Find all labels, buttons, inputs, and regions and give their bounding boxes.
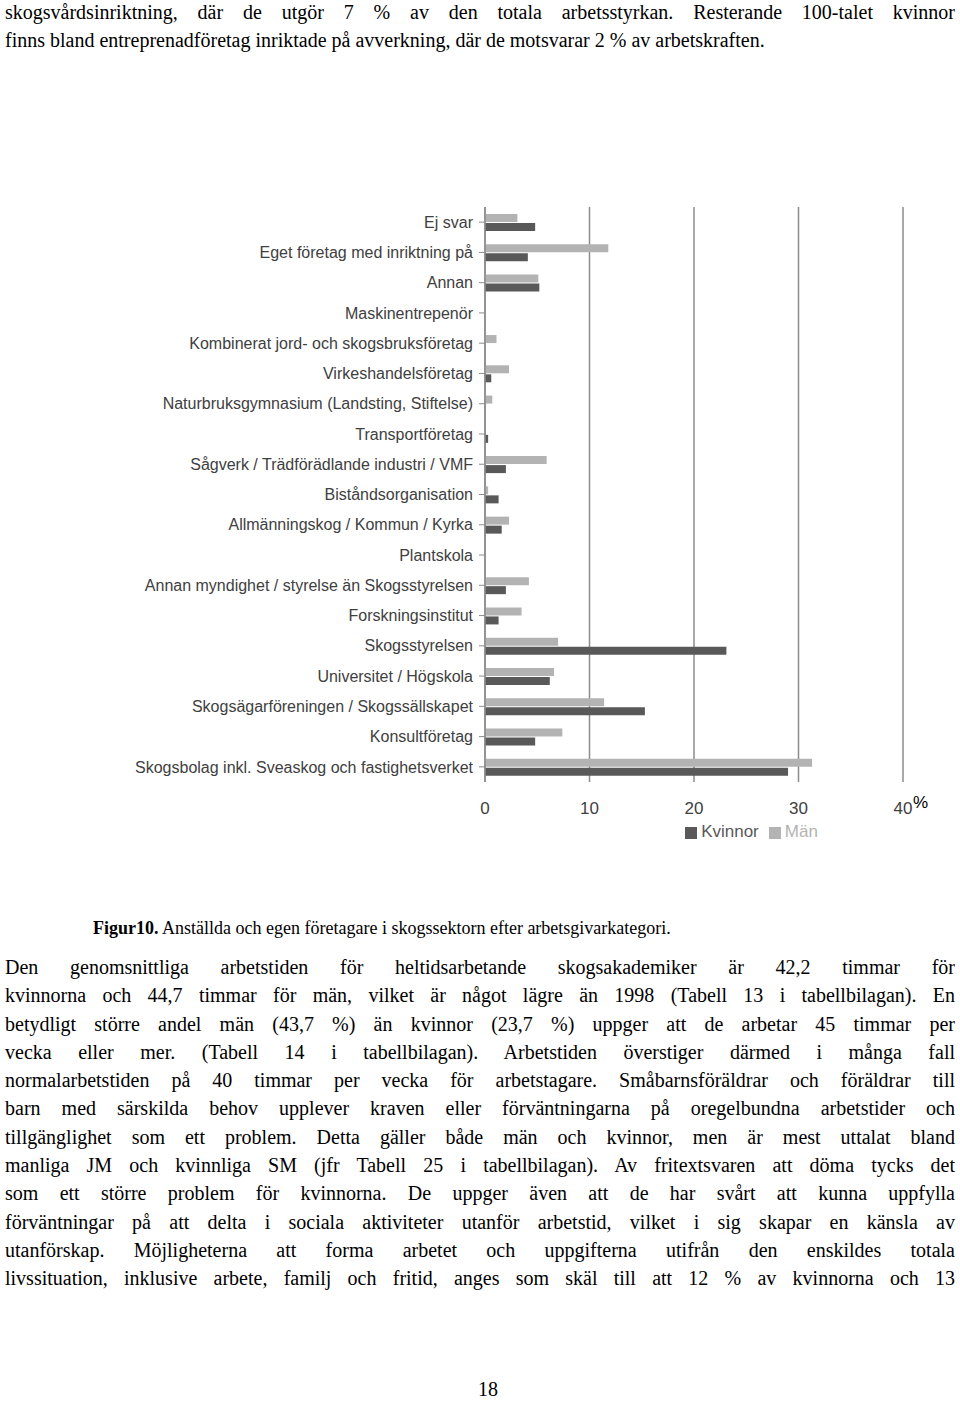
- html-text:livssituation, inklusive arbet: livssituation, inklusive arbete, familj …: [5, 1267, 955, 1290]
- html-text:kvinnorna och 44,7 timmar för: kvinnorna och 44,7 timmar för män, vilke…: [5, 984, 955, 1007]
- svg-text:Transportföretag: Transportföretag: [355, 426, 473, 443]
- svg-text:Maskinentrepenör: Maskinentrepenör: [345, 305, 474, 322]
- svg-text:20: 20: [685, 799, 704, 818]
- svg-text:Annan: Annan: [427, 274, 473, 291]
- html-text:Kvinnor: Kvinnor: [701, 822, 759, 841]
- svg-text:Kombinerat jord- och skogsbruk: Kombinerat jord- och skogsbruksföretag: [189, 335, 473, 352]
- svg-text:Allmänningskog / Kommun / Kyrk: Allmänningskog / Kommun / Kyrka: [228, 516, 473, 533]
- svg-text:10: 10: [580, 799, 599, 818]
- svg-text:Eget företag med inriktning på: Eget företag med inriktning på: [260, 244, 474, 261]
- html-text:Den genomsnittliga arbetstiden: Den genomsnittliga arbetstiden för helti…: [5, 956, 955, 978]
- html-text:betydligt större andel män (43: betydligt större andel män (43,7 %) än k…: [5, 1012, 955, 1035]
- svg-text:Biståndsorganisation: Biståndsorganisation: [324, 486, 473, 503]
- svg-text:%: %: [913, 793, 928, 812]
- svg-text:Naturbruksgymnasium (Landsting: Naturbruksgymnasium (Landsting, Stiftels…: [163, 395, 473, 412]
- svg-text:30: 30: [789, 799, 808, 818]
- html-text:18: 18: [478, 1378, 498, 1400]
- svg-text:Konsultföretag: Konsultföretag: [370, 728, 473, 745]
- svg-text:Annan myndighet / styrelse än: Annan myndighet / styrelse än Skogsstyre…: [145, 577, 473, 594]
- html-text:skogsvårdsinriktning, där de u: skogsvårdsinriktning, där de utgör 7 % a…: [5, 1, 955, 23]
- svg-text:40: 40: [894, 799, 913, 818]
- html-text:tillgänglighet som ett problem: tillgänglighet som ett problem. Detta gä…: [5, 1125, 955, 1148]
- svg-text:Universitet / Högskola: Universitet / Högskola: [317, 668, 473, 685]
- html-text:som ett större problem för kvi: som ett större problem för kvinnorna. De…: [5, 1182, 955, 1205]
- svg-text:Ej svar: Ej svar: [424, 214, 474, 231]
- svg-text:Skogsägarföreningen / Skogssäl: Skogsägarföreningen / Skogssällskapet: [192, 698, 474, 715]
- html-text:finns bland entreprenadföretag: finns bland entreprenadföretag inriktade…: [5, 29, 765, 52]
- html-text:normalarbetstiden på 40 timmar: normalarbetstiden på 40 timmar per vecka…: [5, 1069, 955, 1092]
- svg-text:0: 0: [480, 799, 489, 818]
- svg-text:Sågverk / Trädförädlande indus: Sågverk / Trädförädlande industri / VMF: [190, 456, 473, 473]
- html-text:Män: Män: [784, 822, 818, 841]
- svg-text:Forskningsinstitut: Forskningsinstitut: [349, 607, 474, 624]
- svg-text:Plantskola: Plantskola: [399, 547, 473, 564]
- svg-text:Skogsbolag inkl. Sveaskog och: Skogsbolag inkl. Sveaskog och fastighets…: [135, 759, 474, 776]
- html-text:förväntningar på att delta i s: förväntningar på att delta i sociala akt…: [5, 1210, 955, 1233]
- html-text:utanförskap. Möjligheterna att: utanförskap. Möjligheterna att forma arb…: [5, 1239, 955, 1261]
- html-text:vecka eller mer. (Tabell 14 i: vecka eller mer. (Tabell 14 i tabellbila…: [5, 1040, 955, 1063]
- html-text:barn med särskilda behov upple: barn med särskilda behov upplever kraven…: [5, 1097, 955, 1120]
- svg-text:Virkeshandelsföretag: Virkeshandelsföretag: [323, 365, 473, 382]
- html-text:Figur10. Anställda och egen fö: Figur10. Anställda och egen företagare i…: [93, 918, 671, 938]
- svg-text:Skogsstyrelsen: Skogsstyrelsen: [365, 637, 474, 654]
- html-text:manliga JM och kvinnliga SM (j: manliga JM och kvinnliga SM (jfr Tabell …: [5, 1154, 955, 1177]
